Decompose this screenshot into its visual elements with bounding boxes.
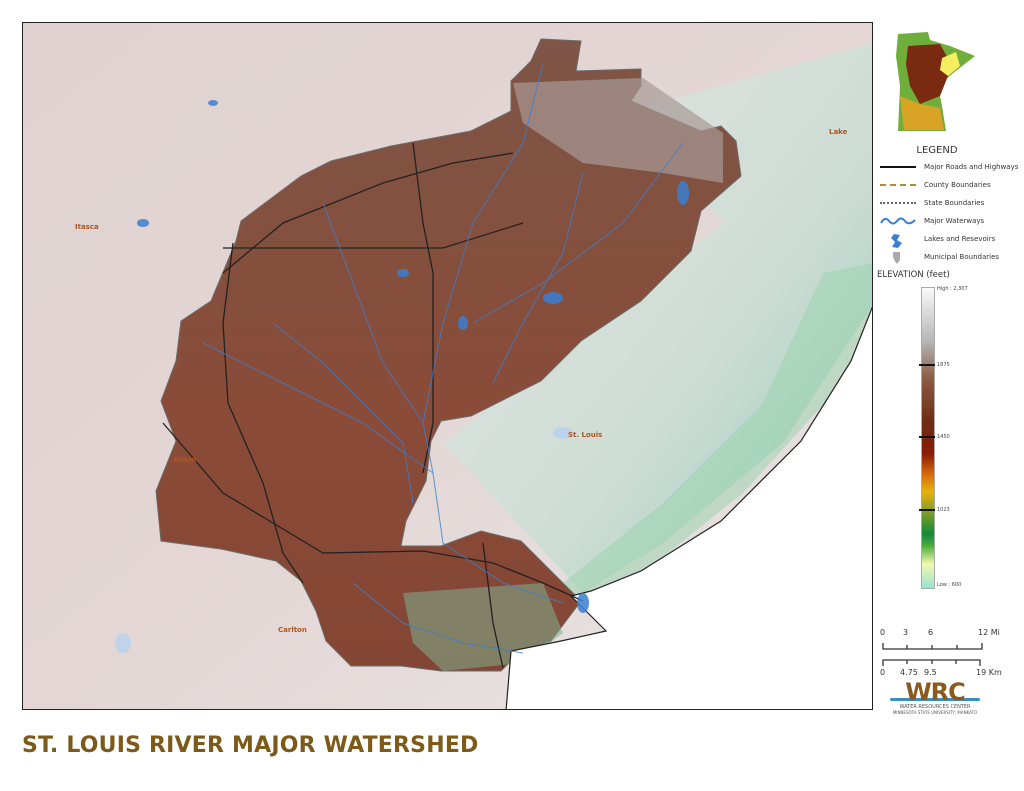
- legend-title: LEGEND: [916, 145, 958, 156]
- elevation-tick: [919, 509, 935, 511]
- logo-text: WRC: [905, 678, 966, 706]
- elevation-label: 1023: [937, 507, 950, 513]
- county-label-itasca: Itasca: [75, 223, 99, 231]
- watershed-map: Itasca Lake St. Louis Aitkin Carlton: [22, 22, 873, 710]
- legend-item-lakes: Lakes and Resevoirs: [880, 230, 1024, 248]
- legend-item-roads: Major Roads and Highways: [880, 158, 1024, 176]
- legend-item-state: State Boundaries: [880, 194, 1024, 212]
- elevation-high-label: High : 2,307: [937, 286, 968, 292]
- elevation-color-ramp: [921, 287, 935, 589]
- minnesota-locator-map: [890, 26, 975, 138]
- state-boundary-icon: [880, 197, 916, 209]
- legend-label: Municipal Boundaries: [924, 253, 1000, 261]
- county-label-lake: Lake: [829, 128, 848, 136]
- scale-label: 9.5: [924, 668, 937, 677]
- county-label-aitkin: Aitkin: [173, 456, 197, 464]
- scale-label: 6: [928, 628, 934, 637]
- elevation-tick: [919, 436, 935, 438]
- scale-label: 0: [880, 628, 886, 637]
- scale-label: 12 Mi: [978, 628, 1000, 637]
- legend-label: Major Waterways: [924, 217, 985, 225]
- lake-icon: [880, 233, 916, 248]
- scale-label: 3: [903, 628, 909, 637]
- logo-line1: WATER RESOURCES CENTER: [899, 704, 971, 710]
- elevation-label: 1875: [937, 362, 950, 368]
- legend-item-municipal: Municipal Boundaries: [880, 248, 1024, 266]
- scale-label: 4.75: [900, 668, 918, 677]
- scale-label: 19 Km: [976, 668, 1002, 677]
- major-waterways: [202, 62, 684, 654]
- county-label-st-louis: St. Louis: [568, 431, 603, 439]
- lakes: [115, 100, 689, 653]
- shore-green-terrain: [563, 263, 872, 603]
- upper-watershed-highland: [513, 78, 723, 183]
- municipal-icon: [880, 251, 916, 264]
- elevation-title: ELEVATION (feet): [877, 270, 950, 280]
- elevation-tick: [919, 364, 935, 366]
- county-boundary-icon: [880, 179, 916, 191]
- waterway-icon: [880, 215, 916, 227]
- legend-item-waterways: Major Waterways: [880, 212, 1024, 230]
- scale-label: 0: [880, 668, 886, 677]
- elevation-low-label: Low : 600: [937, 582, 962, 588]
- legend-item-county: County Boundaries: [880, 176, 1024, 194]
- map-title: ST. LOUIS RIVER MAJOR WATERSHED: [22, 733, 479, 758]
- elevation-legend: ELEVATION (feet) High : 2,307 1875 1450 …: [875, 270, 1024, 589]
- elevation-label: 1450: [937, 434, 950, 440]
- logo-wave: [890, 698, 980, 701]
- logo-line2: MINNESOTA STATE UNIVERSITY, MANKATO: [892, 710, 978, 715]
- county-label-carlton: Carlton: [278, 626, 307, 634]
- legend-label: Lakes and Resevoirs: [924, 235, 996, 243]
- road-line-icon: [880, 161, 916, 173]
- legend-label: Major Roads and Highways: [924, 163, 1019, 171]
- wrc-logo: WRC WATER RESOURCES CENTER MINNESOTA STA…: [880, 680, 990, 715]
- legend-label: State Boundaries: [924, 199, 985, 207]
- legend-label: County Boundaries: [924, 181, 991, 189]
- legend: LEGEND Major Roads and Highways County B…: [880, 145, 1024, 266]
- major-roads: [162, 142, 584, 669]
